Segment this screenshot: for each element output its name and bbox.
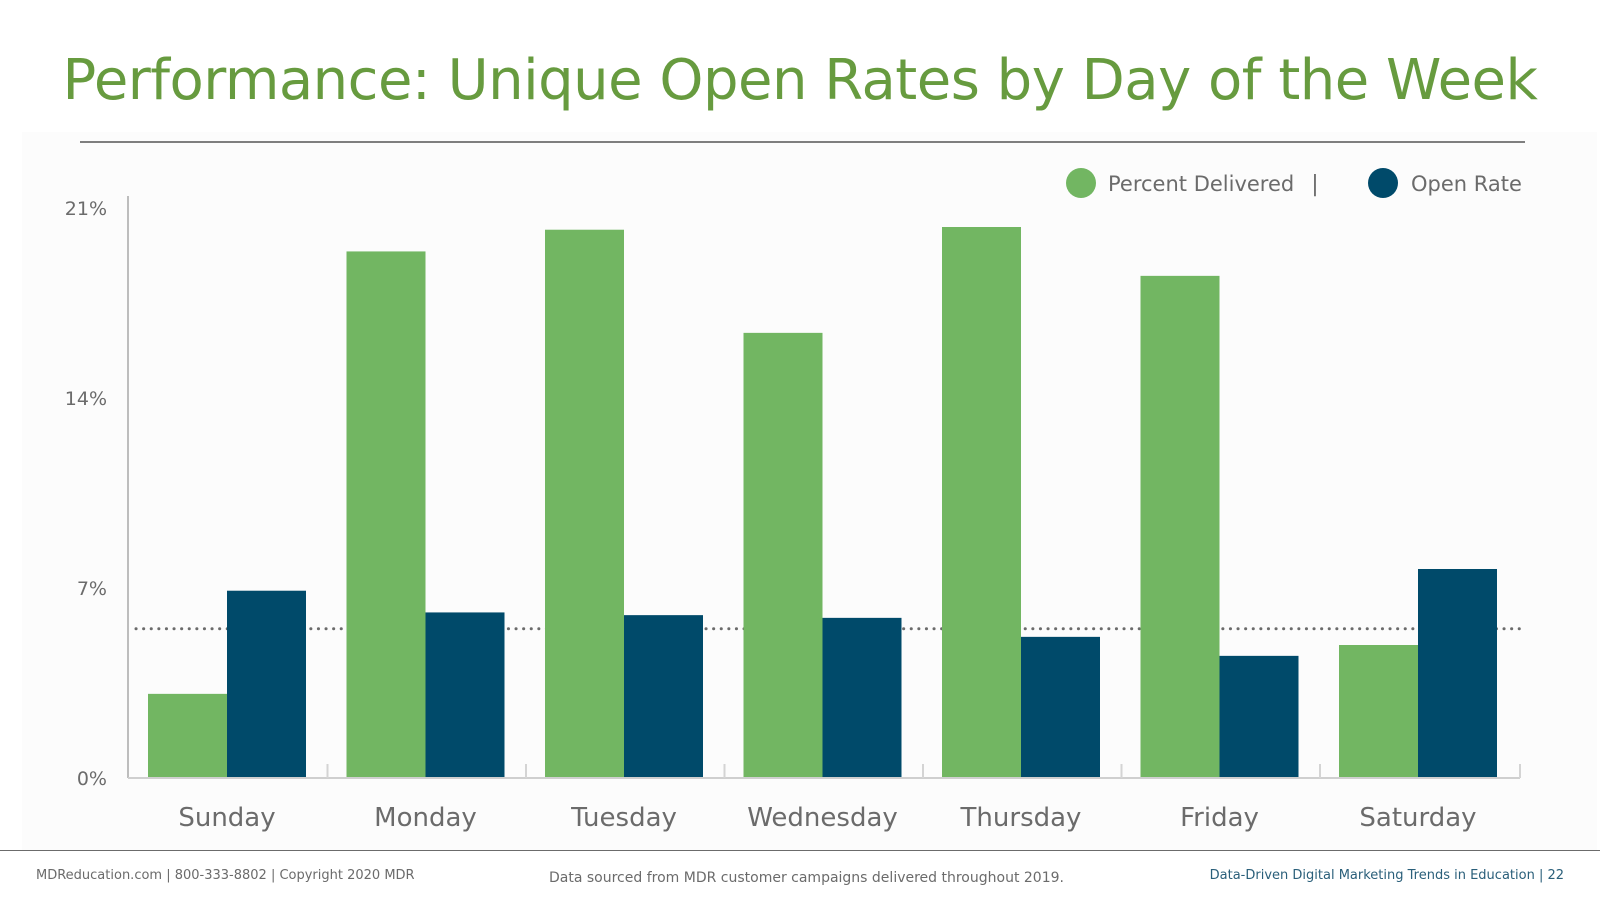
bar-open-rate-tuesday <box>624 615 703 778</box>
bar-open-rate-thursday <box>1021 636 1100 778</box>
bar-open-rate-wednesday <box>822 617 902 778</box>
bar-open-rate-monday <box>425 612 505 778</box>
legend-label-percent-delivered: Percent Delivered <box>1108 172 1294 196</box>
bar-chart: 0% 7% 14% 21% Sunday Monday Tuesday Wednesday Th… <box>65 168 1526 833</box>
footer-source-note: Data sourced from MDR customer campaigns… <box>549 870 1064 886</box>
x-tick-label: Sunday <box>178 803 275 833</box>
footer-contact: MDReducation.com | 800-333-8802 | Copyri… <box>36 868 415 883</box>
bar-percent-delivered-saturday <box>1339 645 1418 778</box>
legend-separator: | <box>1311 172 1318 197</box>
bar-percent-delivered-tuesday <box>545 229 624 778</box>
bar-percent-delivered-friday <box>1140 275 1220 778</box>
y-tick-label: 7% <box>77 578 107 600</box>
x-tick-label: Thursday <box>960 803 1082 833</box>
bar-open-rate-sunday <box>227 590 306 778</box>
title-divider <box>80 141 1525 143</box>
x-tick-label: Saturday <box>1359 803 1476 833</box>
bar-percent-delivered-sunday <box>148 693 227 778</box>
y-tick-label: 14% <box>65 388 107 410</box>
slide-title: Performance: Unique Open Rates by Day of… <box>62 48 1538 113</box>
x-tick-label: Friday <box>1180 803 1259 833</box>
footer-divider <box>0 850 1600 851</box>
x-tick-label: Wednesday <box>747 803 898 833</box>
bar-percent-delivered-thursday <box>942 227 1021 778</box>
legend-label-open-rate: Open Rate <box>1411 172 1522 196</box>
y-tick-label: 21% <box>65 198 107 220</box>
bar-open-rate-friday <box>1219 655 1299 778</box>
x-tick-label: Monday <box>374 803 477 833</box>
legend-swatch-percent-delivered <box>1066 168 1096 198</box>
legend-swatch-open-rate <box>1368 168 1398 198</box>
bar-percent-delivered-wednesday <box>743 332 823 778</box>
y-tick-label: 0% <box>77 768 107 790</box>
footer-report-title: Data-Driven Digital Marketing Trends in … <box>1209 868 1564 883</box>
x-tick-label: Tuesday <box>570 803 677 833</box>
bar-percent-delivered-monday <box>346 251 426 778</box>
bar-open-rate-saturday <box>1418 569 1497 778</box>
